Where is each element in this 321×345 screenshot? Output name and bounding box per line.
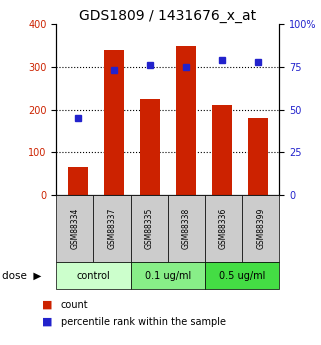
Bar bbox=[212, 105, 231, 195]
Bar bbox=[104, 50, 124, 195]
Text: GSM88334: GSM88334 bbox=[70, 208, 79, 249]
Text: 0.1 ug/ml: 0.1 ug/ml bbox=[144, 271, 191, 280]
Bar bbox=[68, 167, 88, 195]
Text: GSM88338: GSM88338 bbox=[182, 208, 191, 249]
Text: count: count bbox=[61, 300, 89, 309]
Text: GSM88335: GSM88335 bbox=[145, 208, 154, 249]
Bar bbox=[140, 99, 160, 195]
Text: GSM88336: GSM88336 bbox=[219, 208, 228, 249]
Text: 0.5 ug/ml: 0.5 ug/ml bbox=[219, 271, 265, 280]
Bar bbox=[248, 118, 268, 195]
Bar bbox=[176, 46, 195, 195]
Text: ■: ■ bbox=[42, 300, 52, 309]
Text: dose  ▶: dose ▶ bbox=[2, 271, 41, 280]
Text: GSM88399: GSM88399 bbox=[256, 208, 265, 249]
Title: GDS1809 / 1431676_x_at: GDS1809 / 1431676_x_at bbox=[79, 9, 256, 23]
Text: percentile rank within the sample: percentile rank within the sample bbox=[61, 317, 226, 327]
Text: ■: ■ bbox=[42, 317, 52, 327]
Text: control: control bbox=[76, 271, 110, 280]
Text: GSM88337: GSM88337 bbox=[108, 208, 117, 249]
